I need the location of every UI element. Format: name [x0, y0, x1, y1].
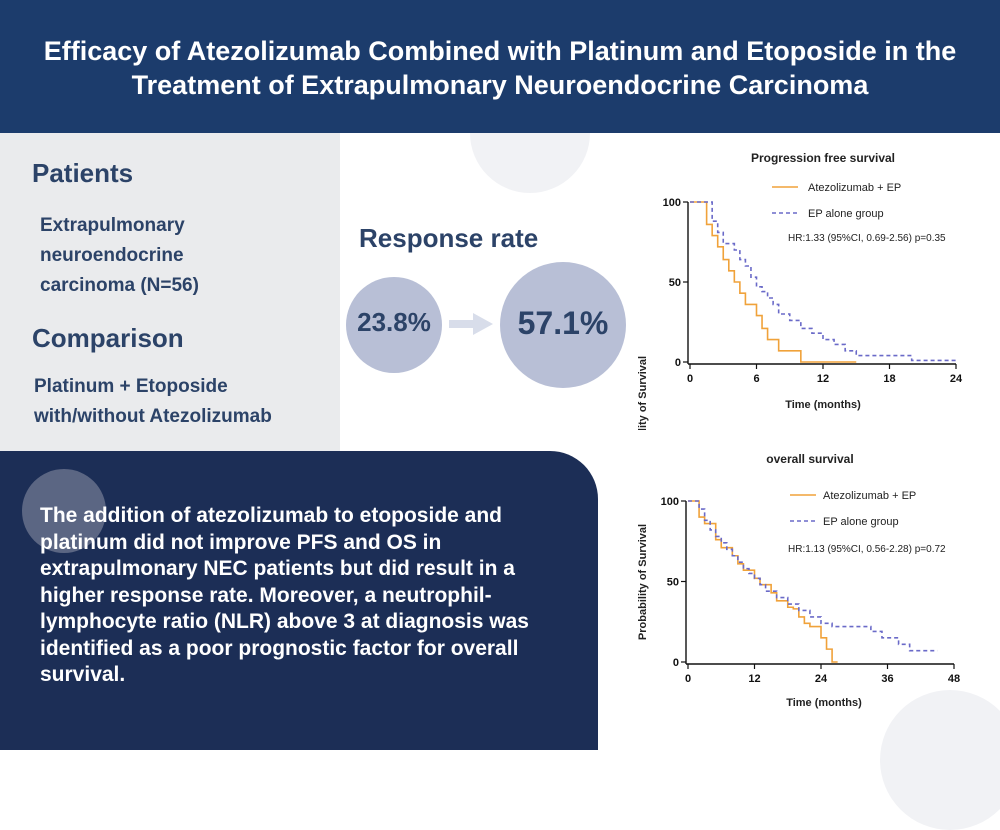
- os-chart: overall survival Probability of Survival…: [637, 452, 960, 709]
- summary-line: platinum did not improve PFS and OS in: [40, 530, 442, 554]
- y-axis-label: Probability of Survival: [637, 524, 649, 640]
- patients-panel: [0, 133, 340, 451]
- x-tick-label: 12: [817, 373, 829, 385]
- legend-label-ep: EP alone group: [823, 516, 899, 528]
- chart-title: overall survival: [766, 452, 853, 466]
- x-tick-label: 36: [881, 673, 893, 685]
- patients-line: Extrapulmonary: [40, 215, 185, 236]
- summary-line: extrapulmonary NEC patients but did resu…: [40, 557, 515, 580]
- series-line-ep: [688, 500, 938, 652]
- y-tick-label: 50: [667, 577, 679, 589]
- patients-line: carcinoma (N=56): [40, 275, 199, 296]
- x-tick-label: 48: [948, 673, 960, 685]
- patients-line: neuroendocrine: [40, 245, 184, 266]
- response-after-value: 57.1%: [517, 305, 609, 341]
- summary-text: The addition of atezolizumab to etoposid…: [40, 503, 590, 689]
- x-axis-label: Time (months): [786, 697, 862, 709]
- legend-label-ep: EP alone group: [808, 208, 884, 220]
- hr-annotation: HR:1.33 (95%CI, 0.69-2.56) p=0.35: [788, 233, 946, 244]
- x-tick-label: 24: [815, 673, 828, 685]
- summary-line: lymphocyte ratio (NLR) above 3 at diagno…: [40, 610, 529, 633]
- y-tick-label: 100: [661, 496, 679, 508]
- x-tick-label: 24: [950, 373, 963, 385]
- series-line-ep: [690, 201, 956, 362]
- decorative-circle: [470, 133, 590, 193]
- summary-line: identified as a poor prognostic factor f…: [40, 636, 519, 660]
- pfs-chart: Progression free survival Probability of…: [637, 151, 963, 430]
- response-before-circle: 23.8%: [346, 277, 442, 373]
- y-tick-label: 0: [675, 357, 681, 369]
- comparison-line: with/without Atezolizumab: [34, 406, 272, 427]
- y-axis-label: Probability of Survival: [637, 356, 649, 430]
- decorative-bubble: [22, 469, 106, 553]
- series-line-atezolizumab: [688, 500, 838, 663]
- title-line-2: Treatment of Extrapulmonary Neuroendocri…: [131, 70, 869, 100]
- summary-line: higher response rate. Moreover, a neutro…: [40, 583, 492, 607]
- series-line-atezolizumab: [690, 201, 857, 363]
- legend-label-atezolizumab: Atezolizumab + EP: [808, 182, 901, 194]
- patients-heading: Patients: [32, 158, 134, 188]
- legend-label-atezolizumab: Atezolizumab + EP: [823, 490, 916, 502]
- y-tick-label: 50: [669, 277, 681, 289]
- comparison-line: Platinum + Etoposide: [34, 376, 228, 397]
- hr-annotation: HR:1.13 (95%CI, 0.56-2.28) p=0.72: [788, 544, 946, 555]
- y-tick-label: 0: [673, 657, 679, 669]
- response-before-value: 23.8%: [357, 307, 431, 337]
- summary-line: survival.: [40, 663, 126, 686]
- response-rate-title: Response rate: [359, 223, 539, 253]
- chart-title: Progression free survival: [751, 151, 895, 165]
- x-tick-label: 6: [753, 373, 759, 385]
- x-tick-label: 12: [748, 673, 760, 685]
- header-banner: Efficacy of Atezolizumab Combined with P…: [0, 0, 1000, 133]
- arrow-right-icon: [449, 313, 493, 335]
- comparison-heading: Comparison: [32, 323, 184, 353]
- y-tick-label: 100: [663, 197, 681, 209]
- x-tick-label: 0: [687, 373, 693, 385]
- summary-panel: [0, 451, 598, 750]
- title-line-1: Efficacy of Atezolizumab Combined with P…: [43, 36, 957, 66]
- x-tick-label: 18: [883, 373, 895, 385]
- x-tick-label: 0: [685, 673, 691, 685]
- summary-line: The addition of atezolizumab to etoposid…: [40, 504, 502, 527]
- x-axis-label: Time (months): [785, 399, 861, 411]
- response-after-circle: 57.1%: [500, 262, 626, 388]
